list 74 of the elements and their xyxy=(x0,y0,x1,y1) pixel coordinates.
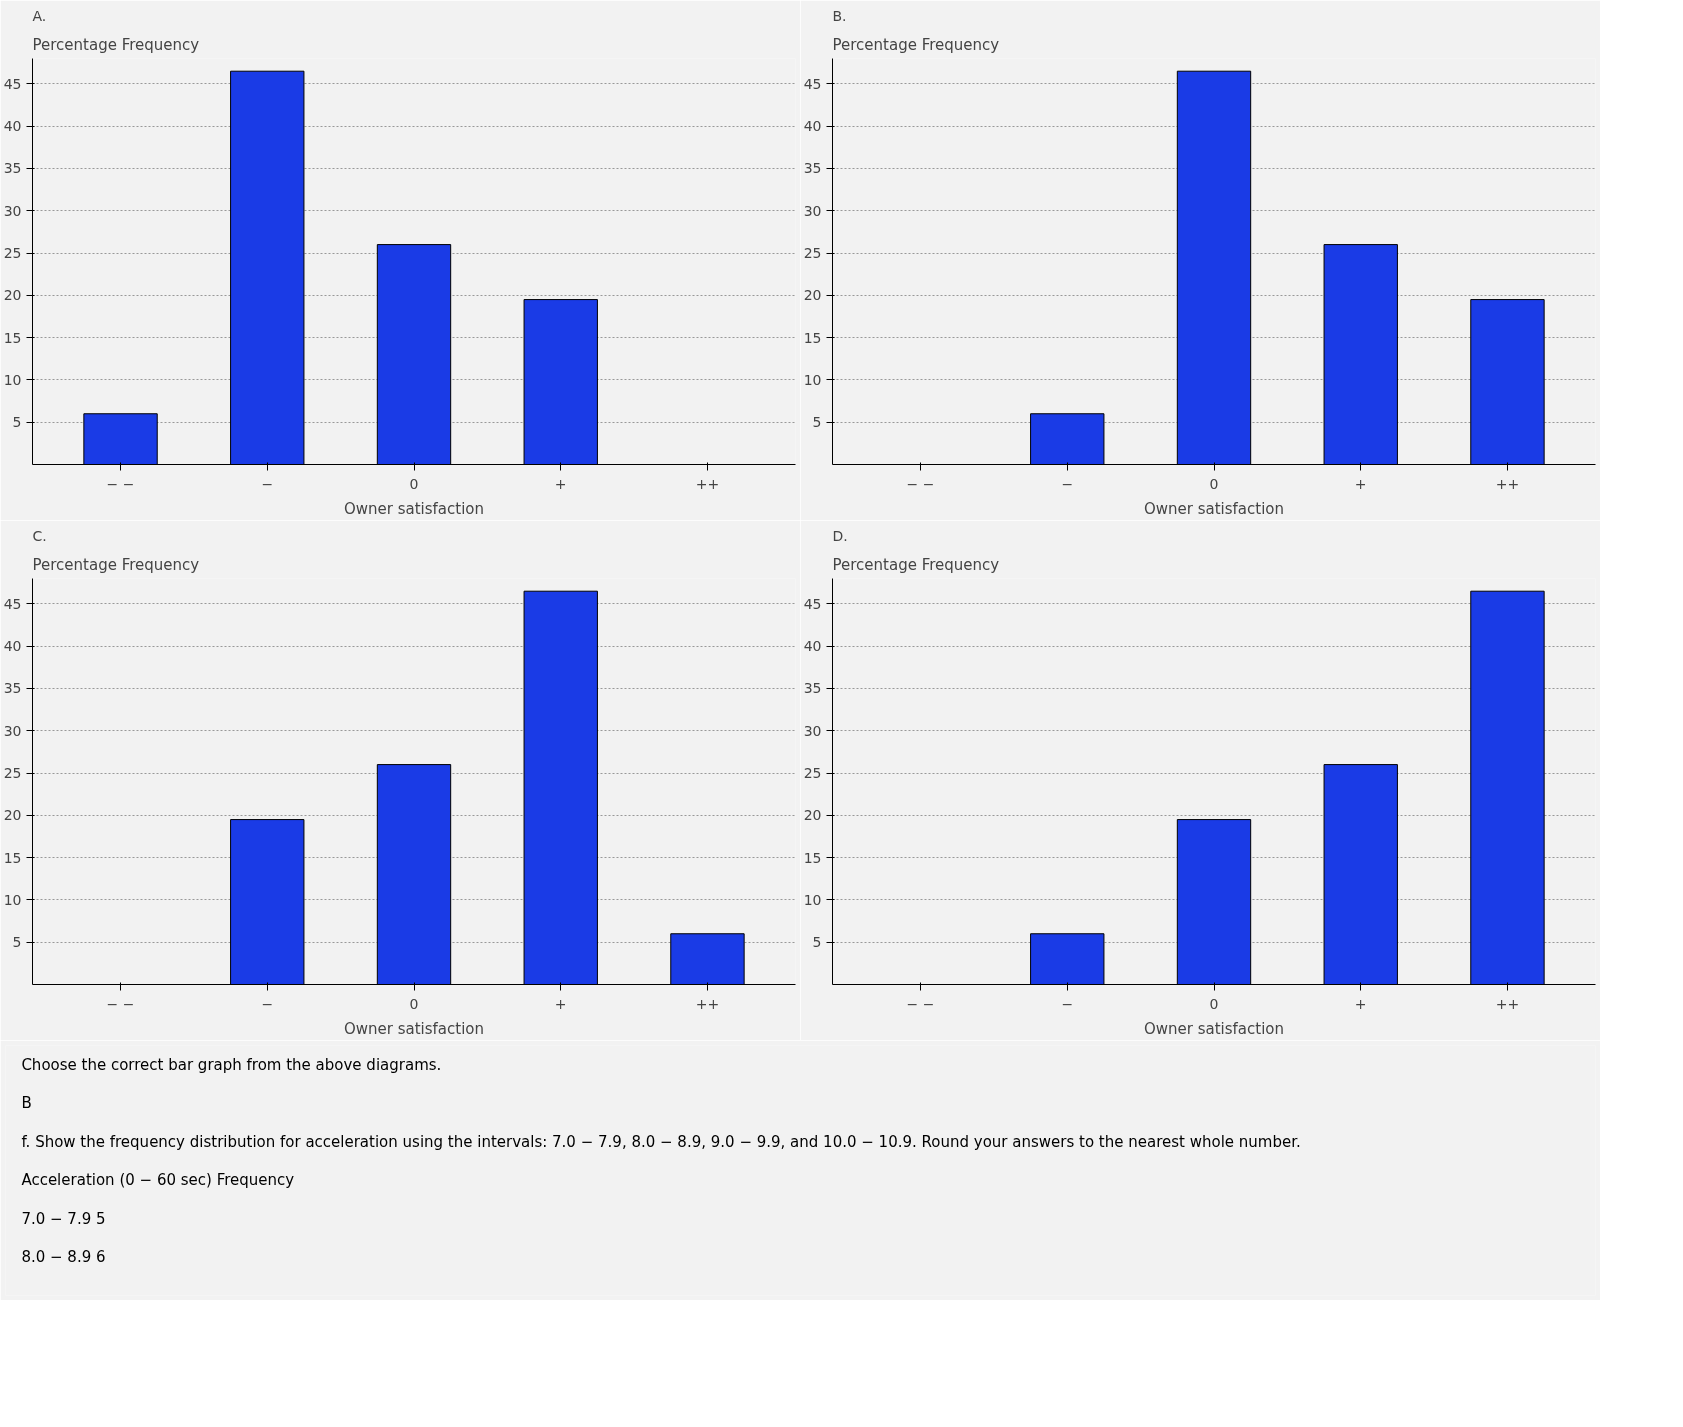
y-tick-label: 10 xyxy=(803,891,822,908)
x-tick-label: + xyxy=(1354,995,1367,1012)
y-tick-label: 40 xyxy=(3,638,22,655)
x-axis-title: Owner satisfaction xyxy=(1143,499,1285,518)
y-tick-label: 30 xyxy=(803,722,822,739)
y-axis-title: Percentage Frequency xyxy=(832,555,1000,574)
y-tick-label: 40 xyxy=(3,118,22,135)
x-tick-label: − − xyxy=(106,475,135,492)
y-tick-label: 35 xyxy=(3,680,22,697)
x-axis-title: Owner satisfaction xyxy=(343,499,485,518)
x-tick-label: 0 xyxy=(409,995,419,1012)
text: f. Show the frequency distribution for acceleration using the intervals: 7.0 − 7.9, 8.0 − 8.9, 9.0 − 9.9, and 10.0 − 10.9. Round your answers to the nearest whole number. xyxy=(21,1132,1301,1151)
x-tick-label: − − xyxy=(106,995,135,1012)
y-tick-label: 5 xyxy=(12,934,22,951)
y-tick-label: 20 xyxy=(803,287,822,304)
x-tick-label: ++ xyxy=(1495,475,1520,492)
y-tick-label: 25 xyxy=(3,765,22,782)
x-tick-label: + xyxy=(1354,475,1367,492)
y-tick-label: 15 xyxy=(803,329,822,346)
x-axis-title: Owner satisfaction xyxy=(343,1019,485,1038)
y-tick-label: 30 xyxy=(3,202,22,219)
x-axis-title: Owner satisfaction xyxy=(1143,1019,1285,1038)
x-tick-label: 0 xyxy=(1209,475,1219,492)
y-tick-label: 30 xyxy=(3,722,22,739)
x-tick-label: 0 xyxy=(409,475,419,492)
x-tick-label: − xyxy=(261,475,274,492)
y-tick-label: 25 xyxy=(3,245,22,262)
y-tick-label: 15 xyxy=(803,849,822,866)
y-tick-label: 35 xyxy=(803,160,822,177)
x-tick-label: − xyxy=(261,995,274,1012)
chart-title: A. xyxy=(32,7,47,24)
y-tick-label: 30 xyxy=(803,202,822,219)
y-tick-label: 10 xyxy=(3,891,22,908)
y-tick-label: 20 xyxy=(803,807,822,824)
y-tick-label: 40 xyxy=(803,118,822,135)
x-tick-label: + xyxy=(554,995,567,1012)
y-tick-label: 25 xyxy=(803,245,822,262)
x-tick-label: − − xyxy=(906,475,935,492)
y-tick-label: 40 xyxy=(803,638,822,655)
x-tick-label: − xyxy=(1061,475,1074,492)
x-tick-label: − − xyxy=(906,995,935,1012)
y-tick-label: 45 xyxy=(803,75,822,92)
y-tick-label: 10 xyxy=(3,371,22,388)
y-tick-label: 45 xyxy=(803,595,822,612)
y-tick-label: 20 xyxy=(3,287,22,304)
y-tick-label: 45 xyxy=(3,75,22,92)
chart-title: D. xyxy=(832,527,848,544)
y-tick-label: 15 xyxy=(3,849,22,866)
y-tick-label: 35 xyxy=(803,680,822,697)
y-axis-title: Percentage Frequency xyxy=(832,35,1000,54)
y-tick-label: 5 xyxy=(812,414,822,431)
text: 7.0 − 7.9 5 xyxy=(21,1209,106,1228)
x-tick-label: + xyxy=(554,475,567,492)
y-axis-title: Percentage Frequency xyxy=(32,35,200,54)
y-tick-label: 25 xyxy=(803,765,822,782)
y-tick-label: 45 xyxy=(3,595,22,612)
y-tick-label: 35 xyxy=(3,160,22,177)
text: 8.0 − 8.9 6 xyxy=(21,1248,106,1267)
y-axis-title: Percentage Frequency xyxy=(32,555,200,574)
x-tick-label: 0 xyxy=(1209,995,1219,1012)
x-tick-label: − xyxy=(1061,995,1074,1012)
text: B xyxy=(21,1094,32,1113)
chart-title: B. xyxy=(832,7,847,24)
x-tick-label: ++ xyxy=(1495,995,1520,1012)
text: Choose the correct bar graph from the above diagrams. xyxy=(21,1055,442,1074)
y-tick-label: 5 xyxy=(812,934,822,951)
text: Acceleration (0 − 60 sec) Frequency xyxy=(21,1171,295,1190)
y-tick-label: 10 xyxy=(803,371,822,388)
y-tick-label: 5 xyxy=(12,414,22,431)
y-tick-label: 20 xyxy=(3,807,22,824)
x-tick-label: ++ xyxy=(695,475,720,492)
chart-title: C. xyxy=(32,527,47,544)
y-tick-label: 15 xyxy=(3,329,22,346)
x-tick-label: ++ xyxy=(695,995,720,1012)
